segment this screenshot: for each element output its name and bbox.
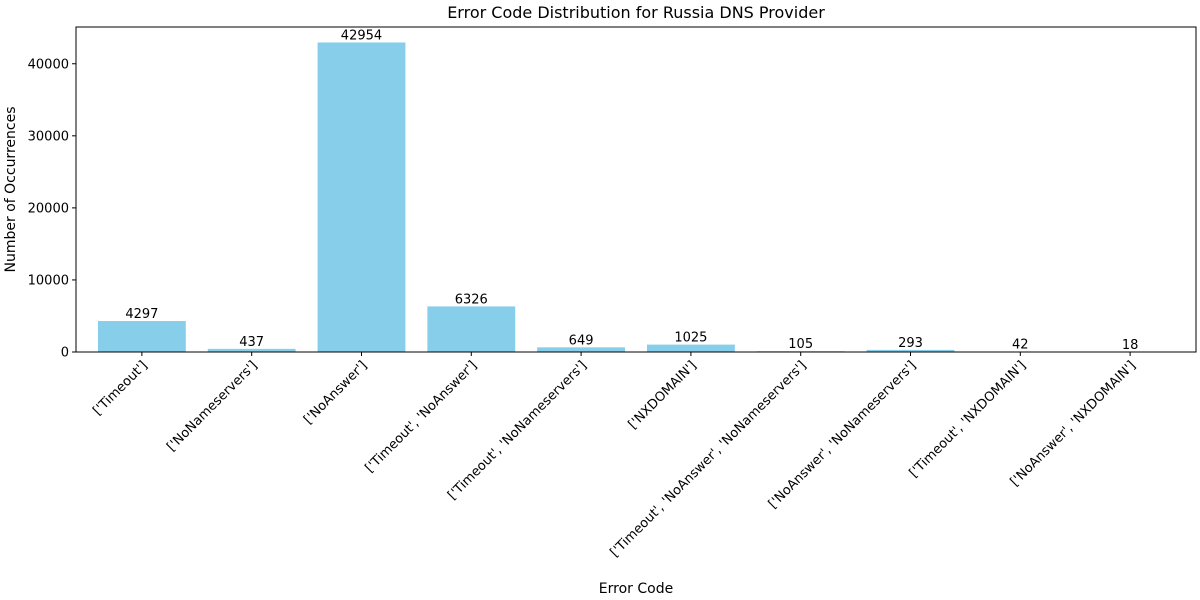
x-tick-label: ['NoAnswer', 'NXDOMAIN'] [1008,358,1139,489]
x-tick-label: ['NXDOMAIN'] [626,358,700,432]
y-axis: 0 10000 20000 30000 40000 [28,57,76,361]
bar-value-label: 437 [239,335,264,350]
y-tick-label: 20000 [28,201,69,216]
x-tick-label: ['Timeout'] [90,358,150,418]
x-tick-label: ['NoAnswer'] [301,358,370,427]
y-tick-label: 10000 [28,273,69,288]
bar-value-label: 4297 [125,307,158,322]
plot-frame [75,26,1197,353]
bar [537,347,626,352]
value-labels-group: 4297 437 42954 6326 649 1025 105 293 42 18 [125,28,1138,352]
bar [646,344,735,352]
bar [866,349,955,352]
bar-value-label: 6326 [455,292,488,307]
x-axis-title: Error Code [599,581,673,597]
bar [207,348,296,352]
bar [427,306,516,352]
bar [317,42,406,352]
bar-value-label: 649 [569,333,594,348]
y-tick-label: 30000 [28,129,69,144]
x-axis: ['Timeout'] ['NoNameservers'] ['NoAnswer']… [90,352,1139,560]
bar-value-label: 18 [1122,338,1139,353]
bar-value-label: 42 [1012,338,1029,353]
bar-value-label: 293 [898,336,923,351]
bar-value-label: 105 [788,337,813,352]
bar [97,321,186,352]
bar-value-label: 1025 [674,331,707,346]
x-tick-label: ['NoNameservers'] [164,358,260,454]
chart-title: Error Code Distribution for Russia DNS P… [447,3,825,22]
y-tick-label: 0 [61,346,69,361]
x-tick-label: ['Timeout', 'NXDOMAIN'] [907,358,1030,481]
y-tick-label: 40000 [28,57,69,72]
x-tick-label: ['Timeout', 'NoAnswer', 'NoNameservers'] [607,358,809,560]
bars-group [97,42,1175,352]
y-axis-title: Number of Occurrences [3,107,19,273]
bar-value-label: 42954 [341,28,382,43]
x-tick-label: ['Timeout', 'NoAnswer'] [362,358,480,476]
